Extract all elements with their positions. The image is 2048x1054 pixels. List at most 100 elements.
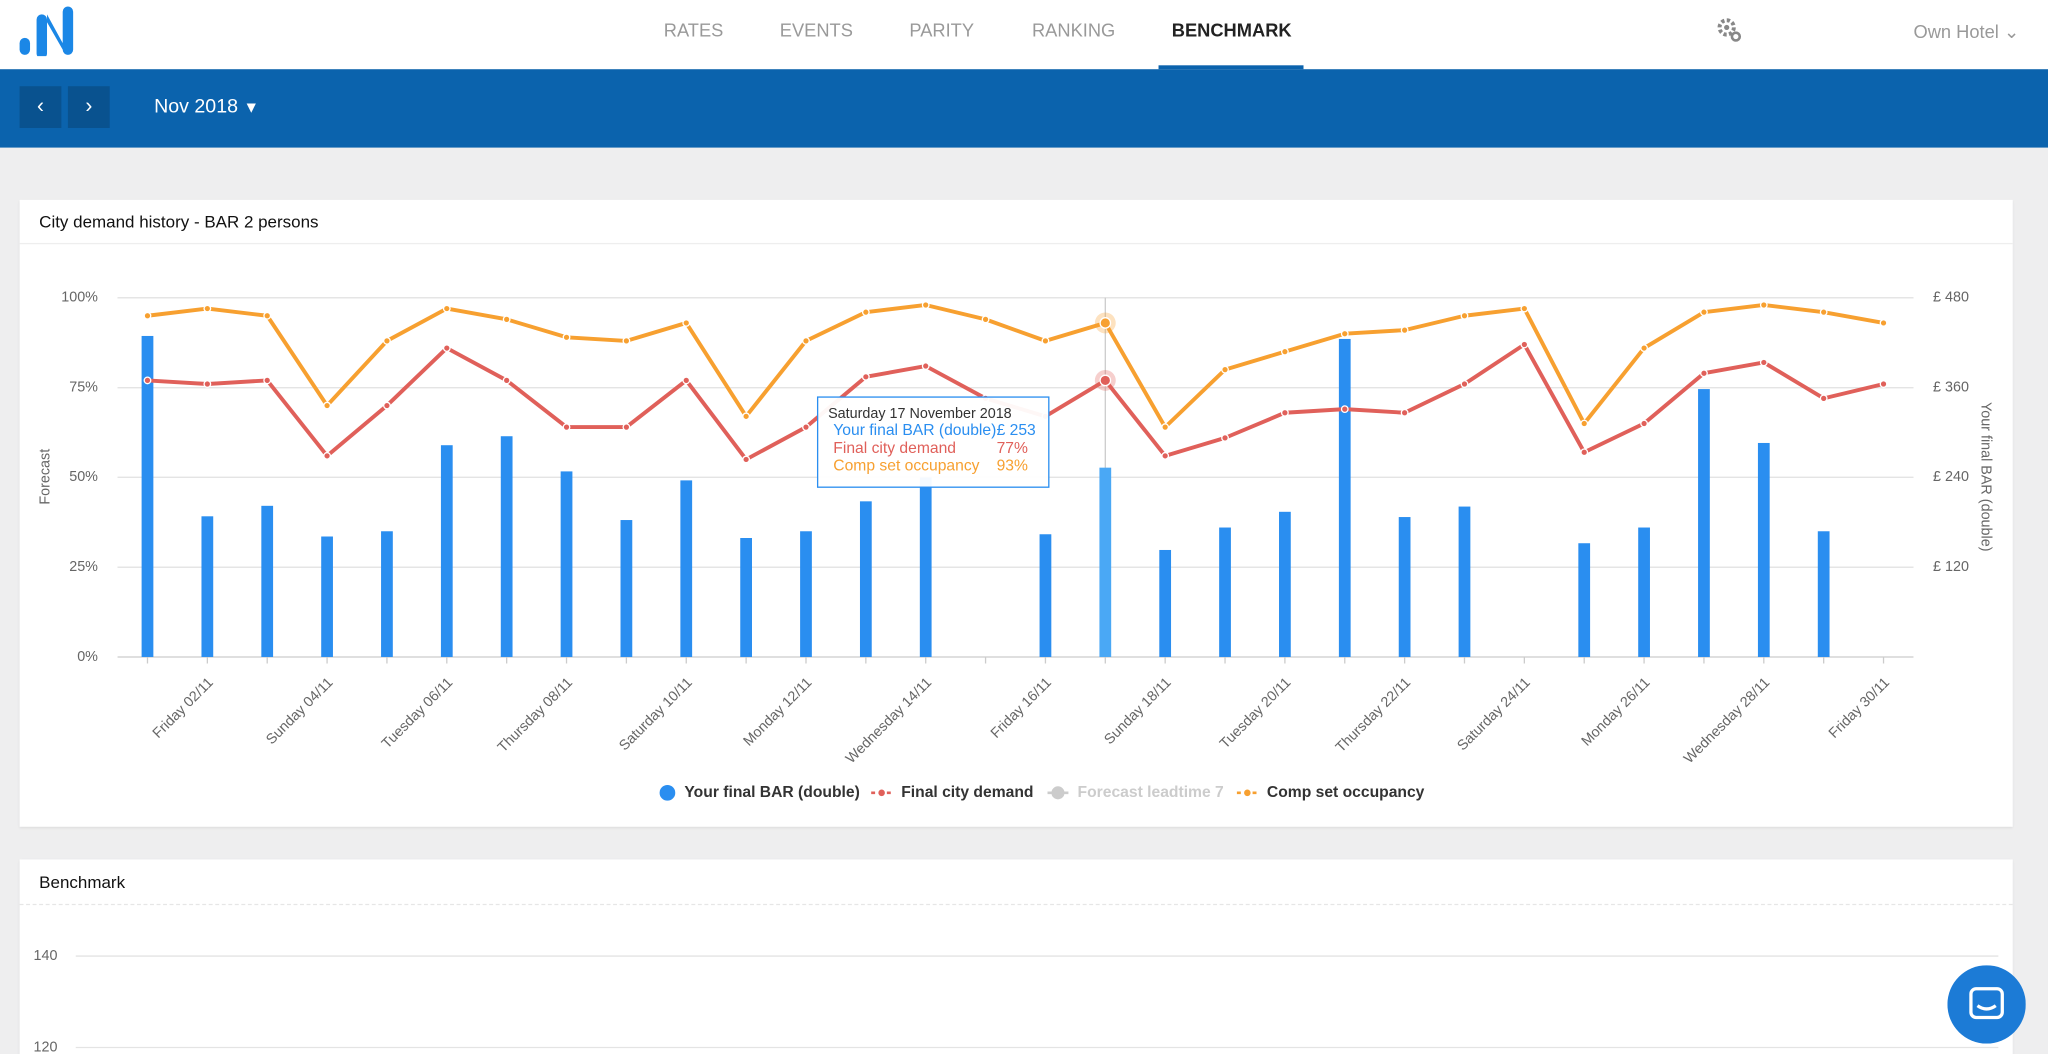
- point[interactable]: [682, 376, 691, 385]
- bar[interactable]: [1159, 549, 1172, 657]
- point[interactable]: [1221, 433, 1229, 442]
- legend-item[interactable]: Forecast leadtime 7: [1047, 784, 1225, 801]
- point[interactable]: [1340, 405, 1349, 414]
- point[interactable]: [263, 311, 272, 320]
- point[interactable]: [502, 315, 511, 324]
- prev-button[interactable]: ‹: [19, 86, 62, 128]
- bar[interactable]: [1817, 531, 1830, 657]
- bar[interactable]: [1698, 389, 1710, 657]
- point[interactable]: [143, 376, 152, 385]
- point[interactable]: [861, 308, 870, 317]
- point[interactable]: [263, 376, 272, 385]
- bar[interactable]: [1757, 442, 1770, 657]
- point[interactable]: [1520, 304, 1529, 313]
- legend-item[interactable]: Final city demand: [871, 784, 1033, 801]
- point[interactable]: [442, 344, 451, 352]
- bar[interactable]: [201, 516, 214, 657]
- point[interactable]: [1099, 374, 1112, 387]
- point[interactable]: [323, 451, 331, 460]
- legend-item[interactable]: Comp set occupancy: [1236, 784, 1425, 801]
- bar[interactable]: [1638, 527, 1650, 657]
- point[interactable]: [1879, 319, 1888, 327]
- point[interactable]: [1700, 369, 1708, 378]
- bar[interactable]: [680, 480, 693, 657]
- point[interactable]: [861, 372, 870, 381]
- bar[interactable]: [321, 536, 333, 657]
- bar[interactable]: [620, 520, 633, 657]
- point[interactable]: [383, 336, 391, 345]
- point[interactable]: [1759, 301, 1768, 309]
- point[interactable]: [622, 336, 631, 345]
- point[interactable]: [143, 311, 152, 320]
- point[interactable]: [1221, 365, 1229, 374]
- bar[interactable]: [381, 531, 393, 657]
- nav-item[interactable]: RANKING: [1031, 19, 1116, 41]
- bar[interactable]: [859, 501, 872, 657]
- point[interactable]: [622, 423, 631, 432]
- bar[interactable]: [1039, 534, 1052, 657]
- point[interactable]: [682, 319, 691, 327]
- bar[interactable]: [1578, 543, 1591, 657]
- point[interactable]: [203, 304, 212, 313]
- legend-item[interactable]: Your final BAR (double): [659, 784, 860, 801]
- point[interactable]: [802, 336, 810, 345]
- point[interactable]: [1161, 423, 1170, 432]
- point[interactable]: [1400, 408, 1409, 417]
- point[interactable]: [1280, 347, 1289, 356]
- point[interactable]: [442, 304, 451, 313]
- point[interactable]: [1580, 419, 1589, 428]
- nav-item[interactable]: PARITY: [909, 19, 975, 41]
- logo[interactable]: [18, 6, 75, 57]
- point[interactable]: [1580, 448, 1589, 457]
- point[interactable]: [1099, 317, 1112, 329]
- point[interactable]: [502, 376, 511, 385]
- bar[interactable]: [740, 537, 752, 657]
- bar[interactable]: [1219, 527, 1231, 657]
- account-menu[interactable]: Own Hotel ⌄: [1913, 21, 2019, 43]
- next-button[interactable]: ›: [67, 86, 110, 128]
- point[interactable]: [981, 315, 990, 324]
- settings-icon[interactable]: [1715, 16, 1744, 45]
- point[interactable]: [1640, 419, 1648, 428]
- nav-item[interactable]: BENCHMARK: [1171, 19, 1292, 41]
- point[interactable]: [742, 455, 751, 464]
- point[interactable]: [921, 362, 930, 370]
- point[interactable]: [1879, 380, 1888, 388]
- point[interactable]: [1759, 358, 1768, 367]
- point[interactable]: [1640, 344, 1648, 352]
- point[interactable]: [1041, 336, 1050, 345]
- nav-item[interactable]: RATES: [663, 19, 724, 41]
- point[interactable]: [1819, 308, 1828, 317]
- point[interactable]: [742, 412, 751, 421]
- point[interactable]: [1520, 340, 1529, 349]
- bar[interactable]: [1099, 467, 1112, 657]
- point[interactable]: [203, 380, 212, 388]
- point[interactable]: [562, 423, 571, 432]
- bar[interactable]: [261, 505, 274, 657]
- point[interactable]: [921, 301, 930, 309]
- point[interactable]: [1400, 326, 1409, 335]
- bar[interactable]: [141, 335, 154, 657]
- bar[interactable]: [1338, 338, 1351, 657]
- bar[interactable]: [1458, 506, 1471, 657]
- point[interactable]: [383, 401, 391, 410]
- point[interactable]: [1460, 380, 1469, 388]
- point[interactable]: [323, 401, 331, 410]
- bar[interactable]: [500, 436, 513, 657]
- bar[interactable]: [1398, 517, 1411, 657]
- point[interactable]: [562, 333, 571, 342]
- bar[interactable]: [560, 471, 573, 657]
- bar[interactable]: [800, 531, 812, 657]
- point[interactable]: [1340, 329, 1349, 338]
- point[interactable]: [1700, 308, 1708, 317]
- chat-button[interactable]: [1947, 965, 2026, 1044]
- nav-item[interactable]: EVENTS: [779, 19, 853, 41]
- point[interactable]: [802, 423, 810, 432]
- bar[interactable]: [1279, 511, 1291, 657]
- bar[interactable]: [440, 445, 453, 657]
- bar[interactable]: [919, 477, 932, 657]
- point[interactable]: [1819, 394, 1828, 403]
- month-picker[interactable]: Nov 2018 ▼: [154, 95, 259, 117]
- point[interactable]: [1280, 408, 1289, 417]
- point[interactable]: [1161, 451, 1170, 460]
